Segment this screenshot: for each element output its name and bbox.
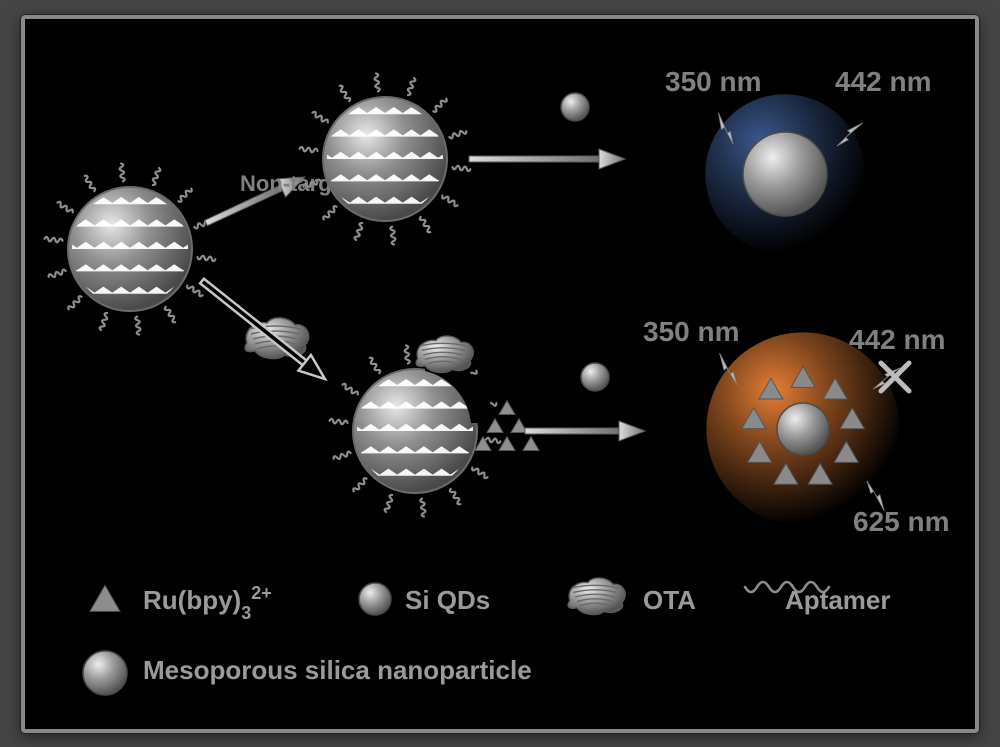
legend-siqds: Si QDs (405, 585, 490, 615)
crossed-out-icon (881, 363, 909, 391)
mesoporous-silica-nanoparticle (44, 163, 215, 334)
legend-aptamer: Aptamer (785, 585, 890, 615)
si-qd-icon (83, 651, 127, 695)
aptamer-icon (390, 226, 396, 244)
aptamer-icon (374, 73, 380, 91)
rubpy-icon (499, 400, 515, 414)
flow-arrow (469, 149, 625, 169)
si-qd-icon (705, 94, 865, 254)
aptamer-icon (44, 236, 62, 242)
wavelength-442-bottom: 442 nm (849, 324, 946, 355)
aptamer-icon (368, 356, 381, 373)
aptamer-icon (354, 222, 364, 240)
diagram-stage: Non-target350 nm442 nm350 nm442 nm625 nm… (21, 15, 979, 733)
ota-icon (416, 336, 473, 373)
aptamer-icon (83, 174, 96, 191)
aptamer-icon (135, 316, 141, 334)
aptamer-icon (333, 451, 351, 461)
wavelength-625: 625 nm (853, 506, 950, 537)
mesoporous-silica-nanoparticle (299, 73, 470, 244)
aptamer-icon (99, 312, 109, 330)
si-qd-icon (581, 363, 609, 391)
ota-icon (568, 578, 625, 615)
aptamer-icon (311, 110, 328, 123)
aptamer-icon (322, 205, 338, 220)
rubpy-icon (523, 436, 539, 450)
wavelength-442-top: 442 nm (835, 66, 932, 97)
aptamer-icon (449, 129, 467, 139)
aptamer-icon (432, 97, 448, 112)
legend-ota: OTA (643, 585, 696, 615)
aptamer-icon (186, 283, 203, 296)
aptamer-icon (329, 418, 347, 424)
aptamer-icon (406, 77, 416, 95)
si-qd-icon (561, 93, 589, 121)
aptamer-icon (48, 269, 66, 279)
wavelength-350-bottom: 350 nm (643, 316, 740, 347)
aptamer-icon (197, 255, 215, 261)
aptamer-icon (384, 494, 394, 512)
aptamer-icon (177, 187, 193, 202)
legend-rubpy: Ru(bpy)32+ (143, 583, 272, 623)
aptamer-icon (449, 487, 462, 504)
mesoporous-silica-nanoparticle (329, 345, 500, 516)
si-qd-icon (359, 583, 391, 615)
aptamer-icon (67, 295, 83, 310)
aptamer-icon (164, 305, 177, 322)
aptamer-icon (341, 382, 358, 395)
aptamer-icon (151, 167, 161, 185)
rubpy-icon (499, 436, 515, 450)
aptamer-icon (471, 465, 488, 478)
aptamer-icon (352, 477, 368, 492)
aptamer-icon (338, 84, 351, 101)
wavelength-350-top: 350 nm (665, 66, 762, 97)
rubpy-icon (90, 585, 120, 611)
aptamer-icon (452, 165, 470, 171)
legend-msn: Mesoporous silica nanoparticle (143, 655, 532, 685)
si-qd-core (777, 403, 829, 455)
aptamer-icon (420, 498, 426, 516)
aptamer-icon (441, 193, 458, 206)
aptamer-icon (119, 163, 125, 181)
aptamer-icon (404, 345, 410, 363)
aptamer-icon (419, 215, 432, 232)
aptamer-icon (56, 200, 73, 213)
flow-arrow (525, 421, 645, 441)
aptamer-icon (299, 146, 317, 152)
